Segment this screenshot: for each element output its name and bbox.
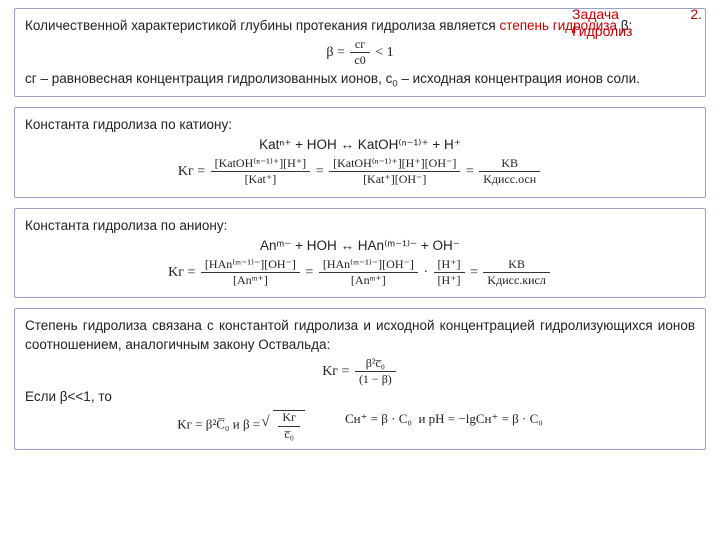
header-label: Задача 2. Гидролиз bbox=[572, 6, 702, 40]
box2-equation: Kг = [KatOH⁽ⁿ⁻¹⁾⁺][H⁺][Kat⁺] = [KatOH⁽ⁿ⁻… bbox=[25, 157, 695, 186]
box-cation-constant: Константа гидролиза по катиону: Katⁿ⁺ + … bbox=[14, 107, 706, 198]
box1-para2: cг – равновесная концентрация гидролизов… bbox=[25, 70, 695, 88]
header-line2: Гидролиз bbox=[572, 23, 632, 39]
header-num: 2. bbox=[690, 6, 702, 23]
box3-equation: Kг = [HAn⁽ᵐ⁻¹⁾⁻][OH⁻][Anᵐ⁺] = [HAn⁽ᵐ⁻¹⁾⁻… bbox=[25, 258, 695, 287]
box4-ostwald-eq: Kг = β²c̅₀(1 − β) bbox=[25, 357, 695, 386]
box2-title: Константа гидролиза по катиону: bbox=[25, 116, 695, 134]
box3-reaction: Anᵐ⁻ + HOH ↔ HAn⁽ᵐ⁻¹⁾⁻ + OH⁻ bbox=[25, 237, 695, 255]
box4-eq-left: Kг = β²C̅₀ и β = Kгc̅₀ bbox=[177, 410, 305, 440]
box4-condition: Если β<<1, то bbox=[25, 388, 695, 406]
box-ostwald: Степень гидролиза связана с константой г… bbox=[14, 308, 706, 449]
box3-title: Константа гидролиза по аниону: bbox=[25, 217, 695, 235]
box4-bottom-row: Kг = β²C̅₀ и β = Kгc̅₀ Cн⁺ = β · C₀ и pH… bbox=[25, 410, 695, 440]
box-anion-constant: Константа гидролиза по аниону: Anᵐ⁻ + HO… bbox=[14, 208, 706, 299]
box4-eq-right: Cн⁺ = β · C₀ и pH = −lgCн⁺ = β · C₀ bbox=[345, 410, 543, 440]
box1-equation: β = cгc0 < 1 bbox=[25, 38, 695, 67]
header-line1: Задача bbox=[572, 6, 619, 22]
box2-reaction: Katⁿ⁺ + HOH ↔ KatOH⁽ⁿ⁻¹⁾⁺ + H⁺ bbox=[25, 136, 695, 154]
box4-para1: Степень гидролиза связана с константой г… bbox=[25, 317, 695, 353]
